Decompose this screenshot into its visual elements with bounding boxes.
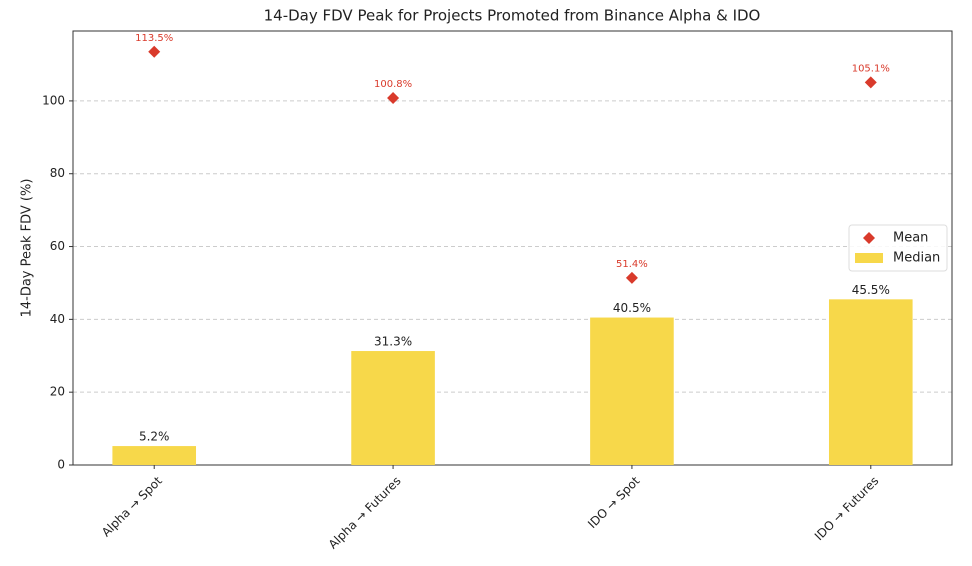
- bar: [828, 299, 913, 465]
- legend-label: Median: [893, 251, 940, 266]
- y-tick-label: 20: [50, 385, 65, 399]
- y-tick-label: 80: [50, 166, 65, 180]
- legend-label: Mean: [893, 231, 928, 246]
- bar-value-label: 40.5%: [613, 301, 651, 315]
- mean-value-label: 100.8%: [374, 79, 412, 90]
- y-axis-label: 14-Day Peak FDV (%): [20, 179, 35, 318]
- bar-value-label: 45.5%: [852, 283, 890, 297]
- mean-marker: [864, 76, 877, 89]
- y-tick-label: 100: [42, 93, 65, 107]
- mean-value-label: 105.1%: [852, 63, 890, 74]
- mean-marker: [387, 91, 400, 104]
- bar: [351, 351, 435, 465]
- bar: [590, 317, 674, 465]
- legend-marker: [855, 253, 883, 263]
- bar-value-label: 5.2%: [139, 430, 170, 444]
- chart-title: 14-Day FDV Peak for Projects Promoted fr…: [264, 7, 761, 25]
- x-tick-label: Alpha → Spot: [99, 473, 165, 539]
- mean-value-label: 113.5%: [135, 33, 173, 44]
- mean-marker: [148, 45, 161, 58]
- bar: [112, 446, 197, 465]
- legend-marker: [863, 232, 875, 244]
- y-tick-label: 40: [50, 312, 65, 326]
- x-tick-label: IDO → Spot: [585, 473, 643, 531]
- mean-marker: [625, 271, 638, 284]
- bar-value-label: 31.3%: [374, 335, 412, 349]
- x-tick-label: IDO → Futures: [812, 474, 882, 544]
- x-tick-label: Alpha → Futures: [326, 474, 404, 552]
- y-tick-label: 60: [50, 239, 65, 253]
- plot-frame: [72, 30, 953, 466]
- mean-value-label: 51.4%: [616, 259, 648, 270]
- y-tick-label: 0: [57, 458, 65, 472]
